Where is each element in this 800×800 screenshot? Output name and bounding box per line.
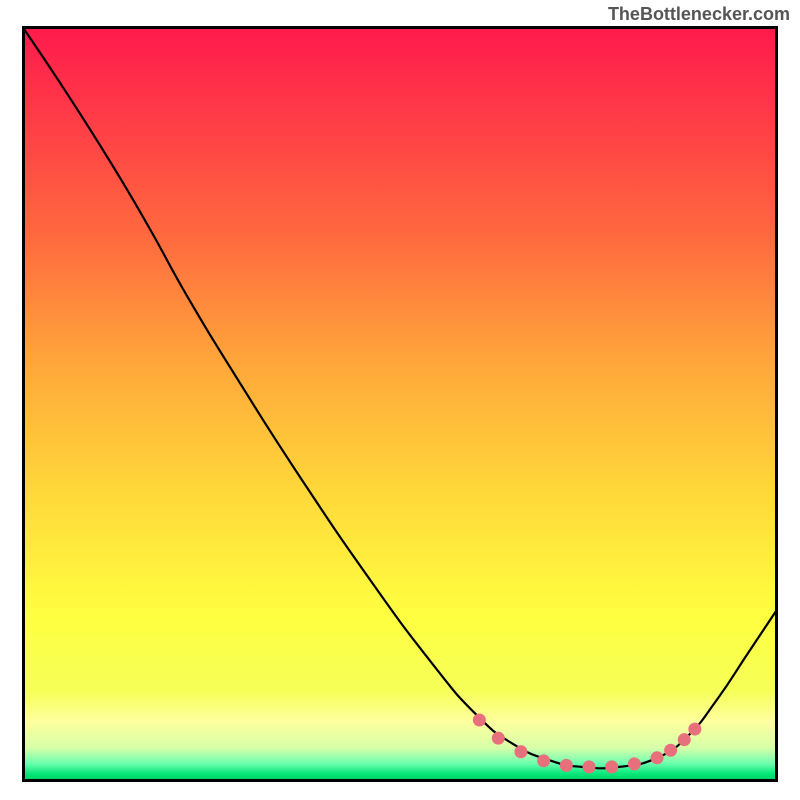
curve-svg: [22, 26, 778, 782]
marker-dot: [473, 714, 486, 727]
marker-dot: [537, 754, 550, 767]
marker-dot: [651, 751, 664, 764]
marker-dot: [514, 745, 527, 758]
chart-container: TheBottlenecker.com: [0, 0, 800, 800]
plot-area: [22, 26, 778, 782]
marker-dot: [678, 733, 691, 746]
marker-dot: [664, 744, 677, 757]
marker-dot: [605, 760, 618, 773]
plot-border: [24, 28, 777, 781]
marker-dot: [628, 757, 641, 770]
bottleneck-curve: [22, 26, 778, 768]
marker-group: [473, 714, 701, 774]
marker-dot: [560, 759, 573, 772]
watermark-text: TheBottlenecker.com: [608, 4, 790, 25]
marker-dot: [688, 723, 701, 736]
marker-dot: [583, 760, 596, 773]
marker-dot: [492, 732, 505, 745]
